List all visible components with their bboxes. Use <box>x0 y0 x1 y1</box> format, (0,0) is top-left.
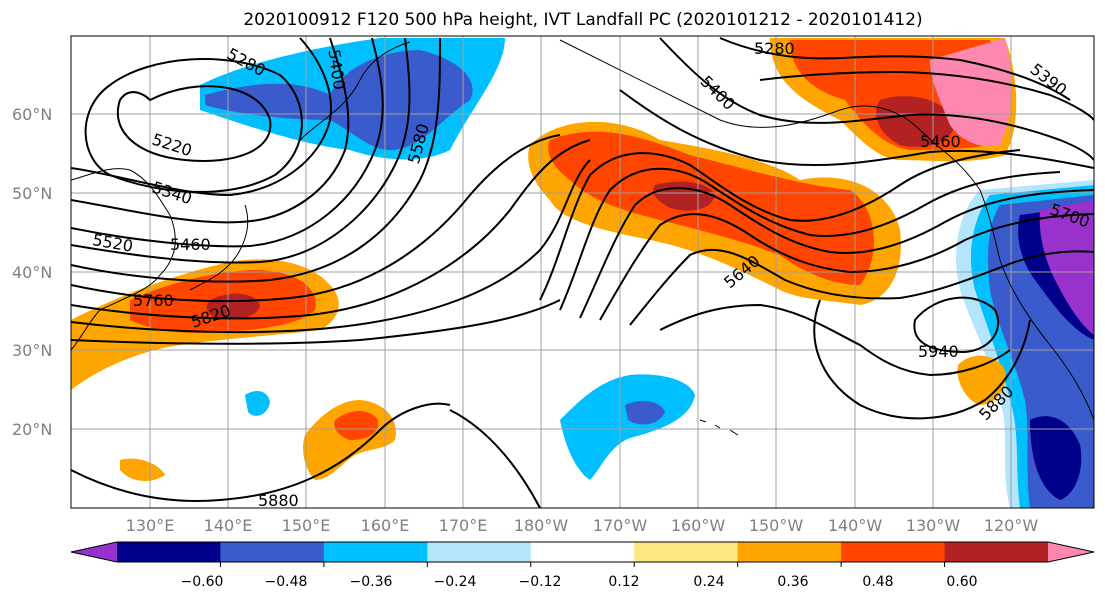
colorbar-tick-labels: −0.60 −0.48 −0.36 −0.24 −0.12 0.12 0.24 … <box>181 574 978 590</box>
contour-5940 <box>913 296 1000 354</box>
contour-trough-1 <box>539 149 1021 301</box>
contour-label-5880-s: 5880 <box>258 491 299 510</box>
contour-ridge-2 <box>629 248 1094 326</box>
lon-label-130w: 130°W <box>906 516 961 535</box>
contour-label-5460-ne: 5460 <box>920 132 961 151</box>
lat-label-50n: 50°N <box>12 184 52 203</box>
ivt-shading <box>71 38 1094 508</box>
colorbar-label-7: 0.36 <box>777 574 808 590</box>
ivt-shade-alaska-dark-red <box>876 96 955 147</box>
lat-label-40n: 40°N <box>12 263 52 282</box>
ivt-shade-small-orange-2 <box>120 458 165 482</box>
lon-label-140e: 140°E <box>204 516 253 535</box>
contour-label-5460-w: 5460 <box>170 235 211 254</box>
colorbar-label-3: −0.24 <box>434 574 477 590</box>
colorbar-label-6: 0.24 <box>693 574 724 590</box>
colorbar-extend-low <box>71 542 117 562</box>
contour-5400-nw <box>71 37 350 224</box>
ivt-shade-n-pacific-red <box>548 131 874 285</box>
colorbar-label-8: 0.48 <box>862 574 893 590</box>
lat-labels: 60°N 50°N 40°N 30°N 20°N <box>12 105 52 439</box>
colorbar-outline <box>70 541 1095 563</box>
coastline-asia <box>71 168 176 351</box>
colorbar-segment-5 <box>530 542 635 562</box>
contour-5340 <box>71 37 332 197</box>
contour-trough-2 <box>559 167 1061 311</box>
contour-ridge-1 <box>599 213 1094 321</box>
lat-label-60n: 60°N <box>12 105 52 124</box>
lon-label-170e: 170°E <box>439 516 488 535</box>
lon-label-140w: 140°W <box>828 516 883 535</box>
colorbar-segment-4 <box>427 542 532 562</box>
ivt-shade-hawaii-sky <box>560 374 695 480</box>
lon-label-150e: 150°E <box>282 516 331 535</box>
contour-trough-3 <box>579 187 1094 319</box>
colorbar-label-5: 0.12 <box>608 574 639 590</box>
map-frame <box>70 35 1095 509</box>
lon-label-180w: 180°W <box>514 516 569 535</box>
contour-5280-ne <box>719 37 1071 101</box>
ivt-shade-alaska-pink <box>930 38 1012 147</box>
contour-5640 <box>71 134 561 303</box>
contour-5880-s <box>71 402 451 502</box>
lon-labels: 130°E 140°E 150°E 160°E 170°E 180°W 170°… <box>126 516 1039 535</box>
contour-5880-loop <box>449 409 541 508</box>
contour-5460-nw <box>71 37 384 248</box>
ivt-shade-us-west-navy-south <box>1030 416 1082 500</box>
map-panel: 5280 5400 5220 5340 5580 5520 5460 5760 … <box>71 36 1094 510</box>
contour-5880-e <box>813 299 1031 420</box>
colorbar-segment-2 <box>220 542 325 562</box>
lon-label-160e: 160°E <box>361 516 410 535</box>
ivt-shade-hawaii-blue <box>625 400 665 425</box>
colorbar-label-9: 0.60 <box>946 574 977 590</box>
ivt-shade-nw-pacific-blue <box>205 50 473 150</box>
height-contours <box>71 37 1094 508</box>
contour-5220 <box>116 85 272 162</box>
colorbar: −0.60 −0.48 −0.36 −0.24 −0.12 0.12 0.24 … <box>70 541 1095 590</box>
lat-label-20n: 20°N <box>12 420 52 439</box>
colorbar-segment-8 <box>841 542 946 562</box>
lon-label-170w: 170°W <box>593 516 648 535</box>
colorbar-label-1: −0.48 <box>265 574 308 590</box>
coastline-kamchatka <box>299 41 411 141</box>
lon-label-130e: 130°E <box>126 516 175 535</box>
contour-label-5760: 5760 <box>133 291 174 310</box>
contour-label-5280-ne: 5280 <box>754 39 795 58</box>
colorbar-segment-1 <box>117 542 221 562</box>
contour-5340-ne <box>759 70 1094 121</box>
coastline-alaska <box>559 39 981 191</box>
contour-5400-ne <box>659 37 1094 161</box>
contour-5280-nw <box>84 57 303 193</box>
contour-5760 <box>71 159 591 334</box>
lon-label-160w: 160°W <box>671 516 726 535</box>
contour-ridge-3 <box>659 303 1011 377</box>
colorbar-extend-high <box>1048 542 1094 562</box>
contour-5700 <box>71 139 591 320</box>
colorbar-segment-9 <box>944 542 1049 562</box>
colorbar-label-2: −0.36 <box>350 574 393 590</box>
lat-label-30n: 30°N <box>12 341 52 360</box>
ivt-shade-small-blue <box>245 390 270 416</box>
colorbar-label-4: −0.12 <box>519 574 562 590</box>
lon-label-150w: 150°W <box>749 516 804 535</box>
coastline-hawaii <box>699 419 739 436</box>
contour-5520 <box>71 37 411 264</box>
ivt-shade-us-west-purple <box>1039 200 1094 335</box>
ivt-shade-subtrop-red <box>334 411 379 440</box>
colorbar-label-0: −0.60 <box>181 574 224 590</box>
map-title: 2020100912 F120 500 hPa height, IVT Land… <box>243 10 922 30</box>
colorbar-segment-3 <box>323 542 428 562</box>
contour-label-5940: 5940 <box>918 342 959 361</box>
contour-5460-ne <box>619 89 1094 169</box>
lon-label-120w: 120°W <box>984 516 1039 535</box>
colorbar-segment-7 <box>737 542 842 562</box>
contour-5580 <box>71 37 441 283</box>
contour-5820 <box>71 299 561 345</box>
colorbar-segment-6 <box>634 542 739 562</box>
